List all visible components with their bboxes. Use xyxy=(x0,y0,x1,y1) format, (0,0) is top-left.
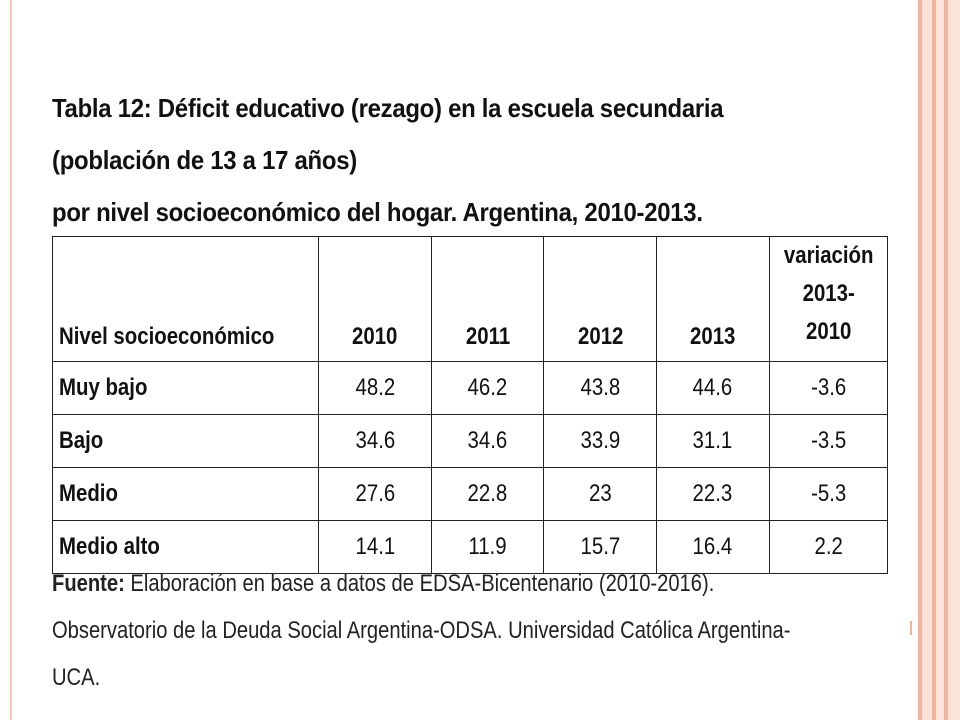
table-cell: 22.8 xyxy=(430,467,545,521)
table-cell: 44.6 xyxy=(656,361,770,415)
table-cell: 16.4 xyxy=(656,520,770,574)
table-cell: 34.6 xyxy=(318,414,432,468)
header-year: 2012 xyxy=(543,236,658,362)
table-cell: 15.7 xyxy=(543,520,658,574)
table-cell: 43.8 xyxy=(543,361,658,415)
table-header-row: Nivel socioeconómico 2010 2011 2012 2013… xyxy=(51,236,889,362)
variation-cell: -5.3 xyxy=(768,467,889,521)
frame-stripe xyxy=(944,0,948,720)
row-label: Medio alto xyxy=(51,520,320,574)
source-note: Fuente: Elaboración en base a datos de E… xyxy=(52,560,808,701)
table-cell: 33.9 xyxy=(543,414,658,468)
frame-stripe xyxy=(932,0,936,720)
table-cell: 11.9 xyxy=(430,520,545,574)
table-cell: 46.2 xyxy=(430,361,545,415)
row-label: Muy bajo xyxy=(51,361,320,415)
table-cell: 34.6 xyxy=(430,414,545,468)
table-row: Muy bajo 48.2 46.2 43.8 44.6 -3.6 xyxy=(51,361,889,415)
header-year: 2010 xyxy=(318,236,432,362)
frame-stripe xyxy=(936,0,944,720)
variation-cell: 2.2 xyxy=(768,520,889,574)
table-cell: 48.2 xyxy=(318,361,432,415)
table-row: Medio alto 14.1 11.9 15.7 16.4 2.2 xyxy=(51,520,889,574)
source-text: Elaboración en base a datos de EDSA-Bice… xyxy=(52,570,791,691)
frame-stripe xyxy=(918,0,922,720)
table-title-line1: Tabla 12: Déficit educativo (rezago) en … xyxy=(52,93,724,175)
source-label: Fuente: xyxy=(52,570,125,597)
slide-frame-right-stripes xyxy=(918,0,960,720)
header-year: 2013 xyxy=(656,236,770,362)
deficit-table: Nivel socioeconómico 2010 2011 2012 2013… xyxy=(51,236,889,574)
slide-frame-left-line xyxy=(10,0,12,720)
table-cell: 31.1 xyxy=(656,414,770,468)
header-nivel: Nivel socioeconómico xyxy=(51,236,320,362)
frame-mark xyxy=(910,621,912,635)
table-cell: 27.6 xyxy=(318,467,432,521)
table-row: Medio 27.6 22.8 23 22.3 -5.3 xyxy=(51,467,889,521)
row-label: Medio xyxy=(51,467,320,521)
table-cell: 22.3 xyxy=(656,467,770,521)
frame-stripe xyxy=(948,0,960,720)
table-cell: 23 xyxy=(543,467,658,521)
table-title-line2: por nivel socioeconómico del hogar. Arge… xyxy=(52,197,703,227)
table-row: Bajo 34.6 34.6 33.9 31.1 -3.5 xyxy=(51,414,889,468)
table-title: Tabla 12: Déficit educativo (rezago) en … xyxy=(52,82,834,238)
frame-stripe xyxy=(922,0,932,720)
variation-cell: -3.6 xyxy=(768,361,889,415)
variation-cell: -3.5 xyxy=(768,414,889,468)
header-variation: variación 2013- 2010 xyxy=(768,236,889,362)
table-cell: 14.1 xyxy=(318,520,432,574)
row-label: Bajo xyxy=(51,414,320,468)
header-year: 2011 xyxy=(430,236,545,362)
